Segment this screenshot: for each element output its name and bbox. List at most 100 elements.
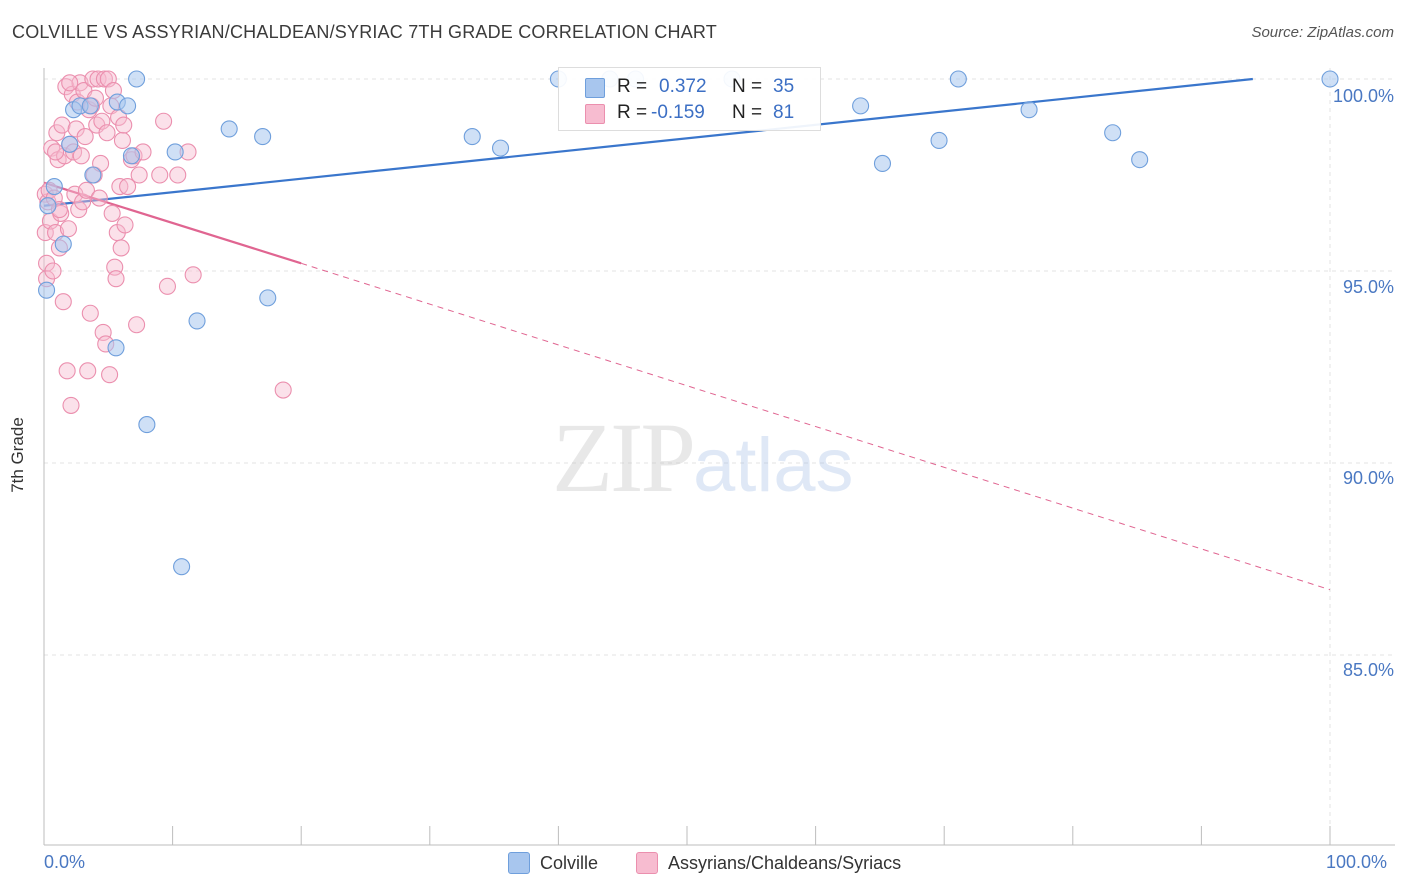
trend-lines xyxy=(43,77,1331,591)
y-tick-label: 95.0% xyxy=(1342,277,1394,297)
y-tick-label: 100.0% xyxy=(1332,86,1394,106)
assyrian-legend-icon xyxy=(636,852,658,874)
colville-point xyxy=(463,128,481,146)
colville-point xyxy=(166,143,184,161)
colville-point xyxy=(1131,151,1149,169)
legend-label: Assyrians/Chaldeans/Syriacs xyxy=(668,853,902,873)
assyrian-point xyxy=(53,116,71,134)
assyrian-point xyxy=(47,143,65,161)
colville-point xyxy=(61,135,79,153)
assyrian-point xyxy=(101,366,119,384)
assyrian-point xyxy=(115,116,133,134)
axes xyxy=(43,68,1395,846)
colville-swatch-icon xyxy=(585,78,605,98)
colville-point xyxy=(119,97,137,115)
colville-point xyxy=(54,235,72,253)
watermark-atlas: atlas xyxy=(693,423,854,508)
n-value: 81 xyxy=(773,102,795,123)
chart-title: COLVILLE VS ASSYRIAN/CHALDEAN/SYRIAC 7TH… xyxy=(12,22,717,42)
colville-point xyxy=(128,70,146,88)
colville-legend-icon xyxy=(508,852,530,874)
source-note: Source: ZipAtlas.com xyxy=(1251,24,1394,41)
assyrian-point xyxy=(184,266,202,284)
assyrian-point xyxy=(71,74,89,92)
colville-trend-line xyxy=(43,77,1253,207)
r-value: 0.372 xyxy=(659,76,707,97)
colville-point xyxy=(220,120,238,138)
colville-point xyxy=(81,97,99,115)
watermark-zip: ZIP xyxy=(552,402,696,513)
colville-point xyxy=(1104,124,1122,142)
colville-point xyxy=(107,339,125,357)
stats-row-assyrian: R = -0.159 N = 81 xyxy=(559,102,820,128)
stats-row-colville: R = 0.372 N = 35 xyxy=(559,76,820,102)
assyrian-point xyxy=(77,181,95,199)
assyrian-point xyxy=(116,216,134,234)
colville-point xyxy=(138,416,156,434)
assyrian-point xyxy=(61,74,79,92)
r-label: R = xyxy=(617,76,648,97)
y-tick-label: 85.0% xyxy=(1342,660,1394,680)
n-label: N = xyxy=(732,102,763,123)
assyrian-point xyxy=(158,277,177,295)
watermark: ZIPatlas xyxy=(552,400,854,515)
assyrian-point xyxy=(130,166,148,184)
assyrian-point xyxy=(90,189,108,207)
colville-point xyxy=(930,131,948,149)
assyrian-point xyxy=(113,131,131,149)
colville-point xyxy=(188,312,206,330)
colville-point xyxy=(852,97,870,115)
assyrian-point xyxy=(59,220,77,238)
colville-point xyxy=(122,147,140,165)
colville-point xyxy=(1020,101,1038,119)
colville-point xyxy=(84,166,102,184)
assyrian-point xyxy=(119,177,137,196)
assyrian-point xyxy=(107,270,125,288)
assyrian-point xyxy=(81,304,99,322)
legend-label: Colville xyxy=(540,853,599,873)
assyrian-point xyxy=(155,112,173,130)
assyrian-point xyxy=(54,293,72,311)
y-tick-label: 90.0% xyxy=(1342,468,1394,488)
assyrian-point xyxy=(79,362,97,380)
colville-point xyxy=(45,177,63,196)
colville-point xyxy=(491,139,510,157)
data-points xyxy=(36,70,1339,576)
assyrian-trend-line xyxy=(43,181,302,265)
assyrian-point xyxy=(98,124,116,142)
assyrian-point xyxy=(44,262,62,280)
colville-point xyxy=(259,289,277,307)
n-label: N = xyxy=(732,76,763,97)
assyrian-point xyxy=(58,362,76,380)
assyrian-point xyxy=(151,166,169,184)
assyrian-point xyxy=(128,316,146,334)
assyrian-point xyxy=(274,381,292,399)
colville-point xyxy=(949,70,967,88)
assyrian-trend-extension xyxy=(301,262,1331,591)
assyrian-point xyxy=(62,396,80,414)
assyrian-point xyxy=(84,70,102,88)
x-tick-label-max: 100.0% xyxy=(1326,852,1388,872)
y-axis-label: 7th Grade xyxy=(8,417,27,493)
x-tick-label-min: 0.0% xyxy=(44,852,86,872)
assyrian-point xyxy=(95,70,113,88)
assyrian-point xyxy=(89,70,107,88)
assyrian-point xyxy=(112,239,130,257)
r-label: R = xyxy=(617,102,648,123)
colville-point xyxy=(173,558,191,576)
assyrian-point xyxy=(76,128,94,146)
assyrian-point xyxy=(70,201,88,219)
colville-point xyxy=(1321,70,1339,88)
colville-point xyxy=(254,128,272,146)
stats-legend: R = 0.372 N = 35 R = -0.159 N = 81 xyxy=(558,67,821,131)
colville-point xyxy=(873,154,892,173)
assyrian-swatch-icon xyxy=(585,104,605,124)
assyrian-point xyxy=(103,204,121,222)
assyrian-point xyxy=(72,147,90,165)
colville-point xyxy=(38,281,56,299)
r-value: -0.159 xyxy=(651,102,705,123)
assyrian-point xyxy=(169,166,187,184)
n-value: 35 xyxy=(773,76,795,97)
colville-point xyxy=(39,197,57,215)
